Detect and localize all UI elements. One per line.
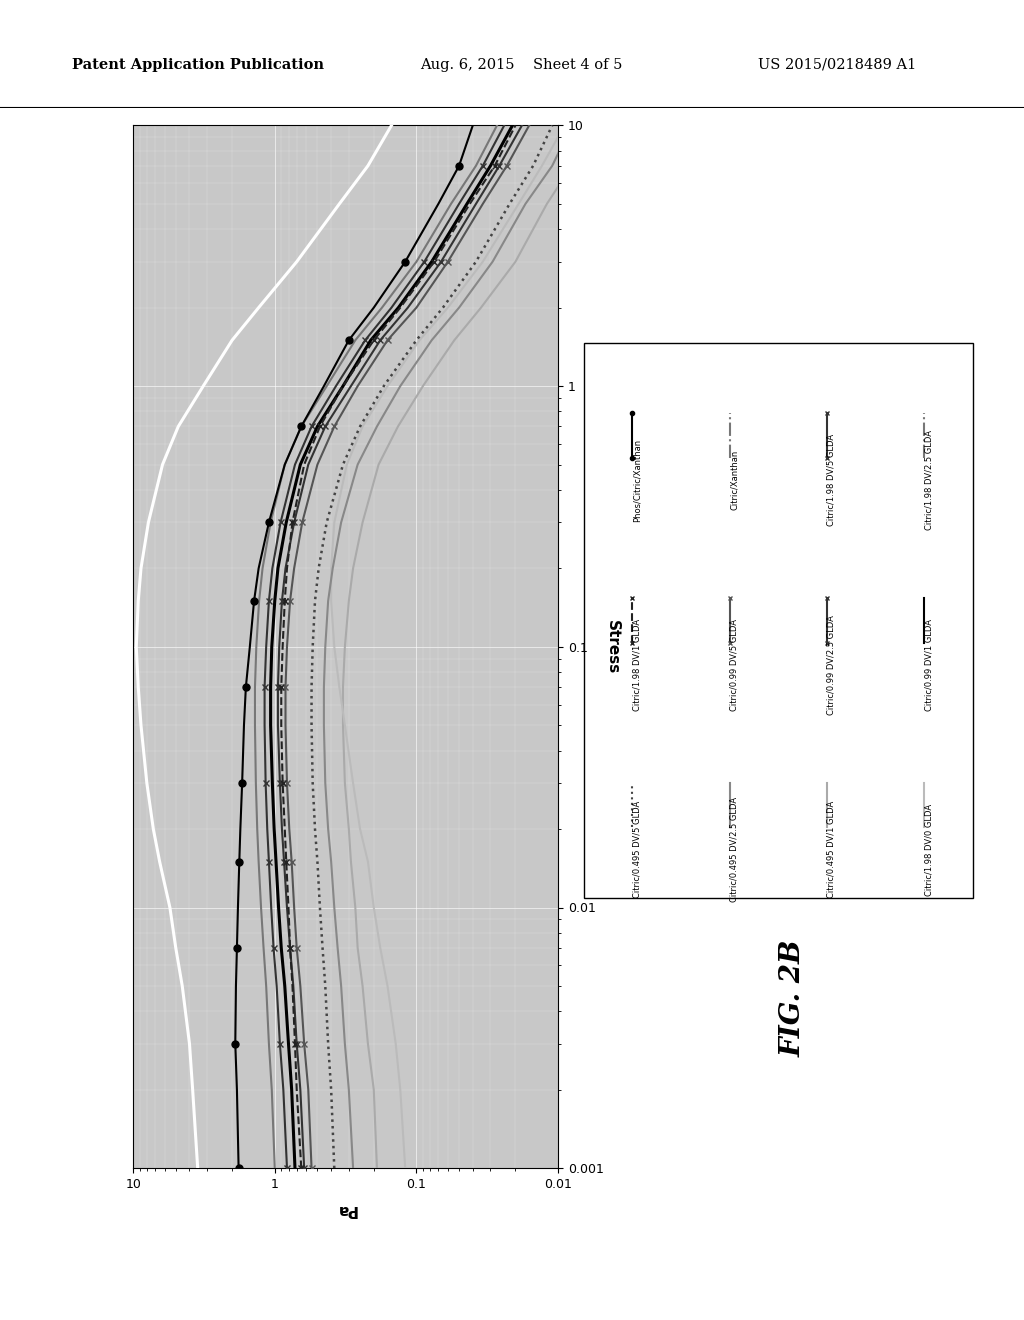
X-axis label: Pa: Pa xyxy=(335,1203,356,1217)
Text: Citric/1.98 DV/5 GLDA: Citric/1.98 DV/5 GLDA xyxy=(826,434,836,525)
Text: Citric/1.98 DV/2.5 GLDA: Citric/1.98 DV/2.5 GLDA xyxy=(924,430,933,529)
Text: Citric/0.99 DV/1 GLDA: Citric/0.99 DV/1 GLDA xyxy=(924,619,933,710)
Text: FIG. 2B: FIG. 2B xyxy=(780,939,807,1057)
Text: Citric/1.98 DV/1 GLDA: Citric/1.98 DV/1 GLDA xyxy=(632,619,641,710)
Text: Citric/0.495 DV/1 GLDA: Citric/0.495 DV/1 GLDA xyxy=(826,801,836,898)
Text: Citric/0.99 DV/5 GLDA: Citric/0.99 DV/5 GLDA xyxy=(729,619,738,710)
Text: Citric/1.98 DV/0 GLDA: Citric/1.98 DV/0 GLDA xyxy=(924,804,933,895)
Text: US 2015/0218489 A1: US 2015/0218489 A1 xyxy=(758,58,916,71)
Text: Aug. 6, 2015    Sheet 4 of 5: Aug. 6, 2015 Sheet 4 of 5 xyxy=(420,58,623,71)
Y-axis label: Stress: Stress xyxy=(605,619,621,675)
Text: Phos/Citric/Xanthan: Phos/Citric/Xanthan xyxy=(632,438,641,521)
Text: Citric/0.495 DV/2.5 GLDA: Citric/0.495 DV/2.5 GLDA xyxy=(729,797,738,902)
Text: Patent Application Publication: Patent Application Publication xyxy=(72,58,324,71)
Text: Citric/0.495 DV/5 GLDA: Citric/0.495 DV/5 GLDA xyxy=(632,801,641,898)
Text: Citric/0.99 DV/2.5 GLDA: Citric/0.99 DV/2.5 GLDA xyxy=(826,615,836,714)
Text: Citric/Xanthan: Citric/Xanthan xyxy=(729,450,738,510)
